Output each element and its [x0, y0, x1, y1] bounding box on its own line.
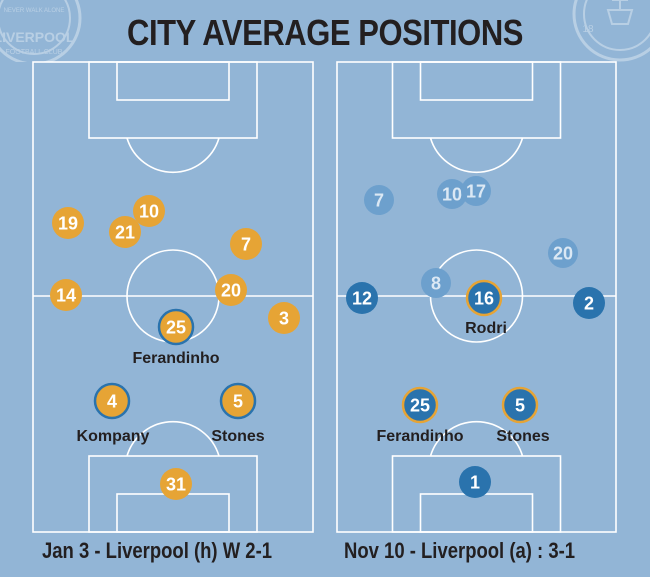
player-circle: [52, 207, 84, 239]
bottom-penalty-arc: [126, 420, 220, 457]
player-marker-21: 21: [109, 216, 141, 248]
player-name-label: Ferandinho: [376, 428, 463, 445]
player-marker-17: 17: [461, 176, 491, 206]
player-circle: [346, 282, 378, 314]
player-circle: [157, 308, 195, 346]
player-name-label: Ferandinho: [132, 350, 219, 367]
player-marker-12: 12: [346, 282, 378, 314]
player-number: 8: [431, 274, 441, 294]
player-number: 5: [233, 392, 243, 412]
player-marker-3: 3: [268, 302, 300, 334]
player-marker-31: 31: [160, 468, 192, 500]
player-circle: [93, 382, 131, 420]
top-penalty-arc: [126, 137, 220, 174]
player-circle: [501, 386, 539, 424]
player-number: 25: [410, 396, 430, 416]
player-marker-5: 5 Stones: [496, 386, 550, 445]
player-marker-4: 4 Kompany: [77, 382, 150, 445]
player-marker-25: 25 Ferandinho: [132, 308, 220, 367]
player-circle: [465, 279, 503, 317]
player-name-label: Stones: [211, 428, 264, 445]
manchester-city-crest-icon: 18: [558, 0, 650, 62]
top-six-yard-box: [116, 61, 230, 101]
player-marker-7: 7: [230, 228, 262, 260]
crest-text: 18: [582, 24, 594, 35]
player-marker-16: 16 Rodri: [465, 279, 507, 337]
player-number: 7: [374, 191, 384, 211]
player-circle: [230, 228, 262, 260]
player-marker-19: 19: [52, 207, 84, 239]
player-number: 25: [166, 318, 186, 338]
player-marker-14: 14: [50, 279, 82, 311]
bottom-penalty-arc: [429, 420, 524, 457]
player-number: 19: [58, 214, 78, 234]
page-title: CITY AVERAGE POSITIONS: [127, 12, 523, 53]
player-circle: [219, 382, 257, 420]
player-circle: [268, 302, 300, 334]
player-circle: [401, 386, 439, 424]
player-number: 5: [515, 396, 525, 416]
player-marker-20: 20: [215, 274, 247, 306]
player-circle: [437, 179, 467, 209]
player-number: 21: [115, 223, 135, 243]
crest-subtext: FOOTBALL CLUB: [6, 49, 63, 56]
player-number: 3: [279, 309, 289, 329]
player-circle: [160, 468, 192, 500]
top-six-yard-box: [419, 61, 534, 101]
player-number: 10: [442, 185, 462, 205]
player-number: 17: [466, 182, 486, 202]
player-number: 7: [241, 235, 251, 255]
top-penalty-arc: [429, 137, 524, 174]
player-marker-10: 10: [437, 179, 467, 209]
player-marker-7: 7: [364, 185, 394, 215]
player-number: 1: [470, 473, 480, 493]
player-marker-8: 8: [421, 268, 451, 298]
player-circle: [548, 238, 578, 268]
player-number: 20: [221, 281, 241, 301]
player-marker-2: 2: [573, 287, 605, 319]
player-number: 14: [56, 286, 76, 306]
player-number: 20: [553, 244, 573, 264]
player-marker-5: 5 Stones: [211, 382, 265, 445]
right-pitch-caption: Nov 10 - Liverpool (a) : 3-1: [344, 538, 576, 563]
crest-text: LIVERPOOL: [0, 29, 75, 45]
player-number: 2: [584, 294, 594, 314]
player-circle: [50, 279, 82, 311]
player-circle: [573, 287, 605, 319]
player-circle: [215, 274, 247, 306]
player-number: 31: [166, 475, 186, 495]
player-circle: [461, 176, 491, 206]
player-number: 16: [474, 289, 494, 309]
player-number: 10: [139, 202, 159, 222]
player-circle: [133, 195, 165, 227]
player-marker-20: 20: [548, 238, 578, 268]
player-name-label: Kompany: [77, 428, 150, 445]
player-name-label: Stones: [496, 428, 549, 445]
crest-motto: NEVER WALK ALONE: [4, 8, 65, 14]
player-circle: [364, 185, 394, 215]
player-circle: [109, 216, 141, 248]
bottom-six-yard-box: [419, 493, 534, 533]
liverpool-crest-icon: LIVERPOOL FOOTBALL CLUB NEVER WALK ALONE: [0, 0, 92, 62]
player-marker-25: 25 Ferandinho: [376, 386, 464, 445]
player-circle: [459, 466, 491, 498]
left-pitch-caption: Jan 3 - Liverpool (h) W 2-1: [42, 538, 273, 563]
player-marker-10: 10: [133, 195, 165, 227]
player-circle: [421, 268, 451, 298]
player-name-label: Rodri: [465, 320, 507, 337]
player-number: 4: [107, 392, 117, 412]
player-number: 12: [352, 289, 372, 309]
player-marker-1: 1: [459, 466, 491, 498]
